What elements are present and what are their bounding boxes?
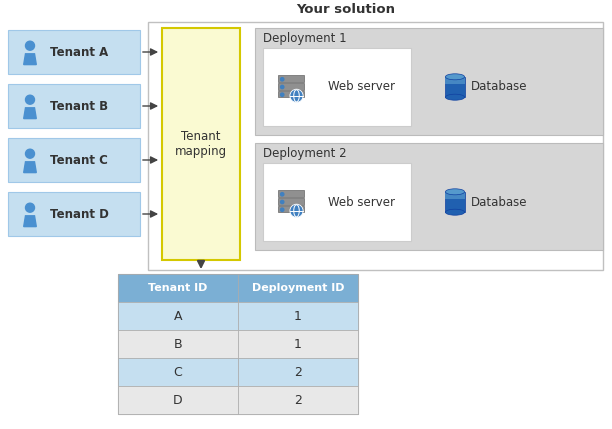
Text: Deployment ID: Deployment ID <box>252 283 344 293</box>
Circle shape <box>26 203 34 212</box>
Bar <box>8 84 140 128</box>
Circle shape <box>280 193 284 196</box>
Bar <box>238 302 358 330</box>
Text: Tenant C: Tenant C <box>50 154 108 166</box>
Text: Deployment 2: Deployment 2 <box>263 147 346 160</box>
Bar <box>278 76 304 82</box>
Text: 2: 2 <box>294 366 302 378</box>
Circle shape <box>26 41 34 50</box>
Circle shape <box>290 204 303 218</box>
Circle shape <box>280 200 284 204</box>
Text: D: D <box>173 393 183 407</box>
Ellipse shape <box>446 189 465 195</box>
Bar <box>238 274 358 302</box>
Circle shape <box>280 85 284 89</box>
Circle shape <box>280 78 284 81</box>
Text: 1: 1 <box>294 309 302 323</box>
Text: B: B <box>174 338 182 350</box>
Text: Deployment 1: Deployment 1 <box>263 32 346 45</box>
Text: Web server: Web server <box>328 196 395 208</box>
Bar <box>278 91 304 97</box>
Bar <box>238 330 358 358</box>
Polygon shape <box>24 162 36 172</box>
Circle shape <box>290 89 303 103</box>
Bar <box>118 302 238 330</box>
Bar <box>255 28 603 135</box>
Bar <box>263 163 411 241</box>
Text: Web server: Web server <box>328 81 395 94</box>
Text: C: C <box>174 366 182 378</box>
Polygon shape <box>24 108 36 118</box>
Bar <box>446 192 465 199</box>
Bar <box>238 358 358 386</box>
Ellipse shape <box>446 94 465 100</box>
Circle shape <box>280 208 284 211</box>
Text: 2: 2 <box>294 393 302 407</box>
Ellipse shape <box>446 209 465 215</box>
Bar <box>446 192 465 212</box>
Bar <box>278 83 304 90</box>
Circle shape <box>26 95 34 104</box>
Text: Tenant D: Tenant D <box>50 208 109 221</box>
Bar <box>118 386 238 414</box>
Polygon shape <box>24 54 36 65</box>
Bar <box>263 48 411 126</box>
Bar <box>278 190 304 197</box>
Bar <box>8 192 140 236</box>
Bar <box>238 386 358 414</box>
Bar <box>118 358 238 386</box>
Text: Tenant
mapping: Tenant mapping <box>175 130 227 158</box>
Bar <box>8 138 140 182</box>
Polygon shape <box>24 216 36 227</box>
Bar <box>8 30 140 74</box>
Bar <box>278 198 304 205</box>
Bar <box>118 330 238 358</box>
Text: Database: Database <box>471 196 528 208</box>
Text: Tenant B: Tenant B <box>50 100 108 112</box>
Circle shape <box>26 149 34 158</box>
Text: Tenant ID: Tenant ID <box>148 283 207 293</box>
Text: Your solution: Your solution <box>296 3 395 16</box>
Bar <box>162 28 240 260</box>
Bar <box>148 22 603 270</box>
Circle shape <box>280 93 284 97</box>
Text: Tenant A: Tenant A <box>50 45 108 58</box>
Text: 1: 1 <box>294 338 302 350</box>
Bar <box>255 143 603 250</box>
Bar <box>118 274 238 302</box>
Bar <box>278 206 304 212</box>
Bar <box>118 274 358 414</box>
Text: Database: Database <box>471 81 528 94</box>
Bar <box>446 77 465 84</box>
Bar <box>446 77 465 97</box>
Ellipse shape <box>446 74 465 80</box>
Text: A: A <box>174 309 182 323</box>
